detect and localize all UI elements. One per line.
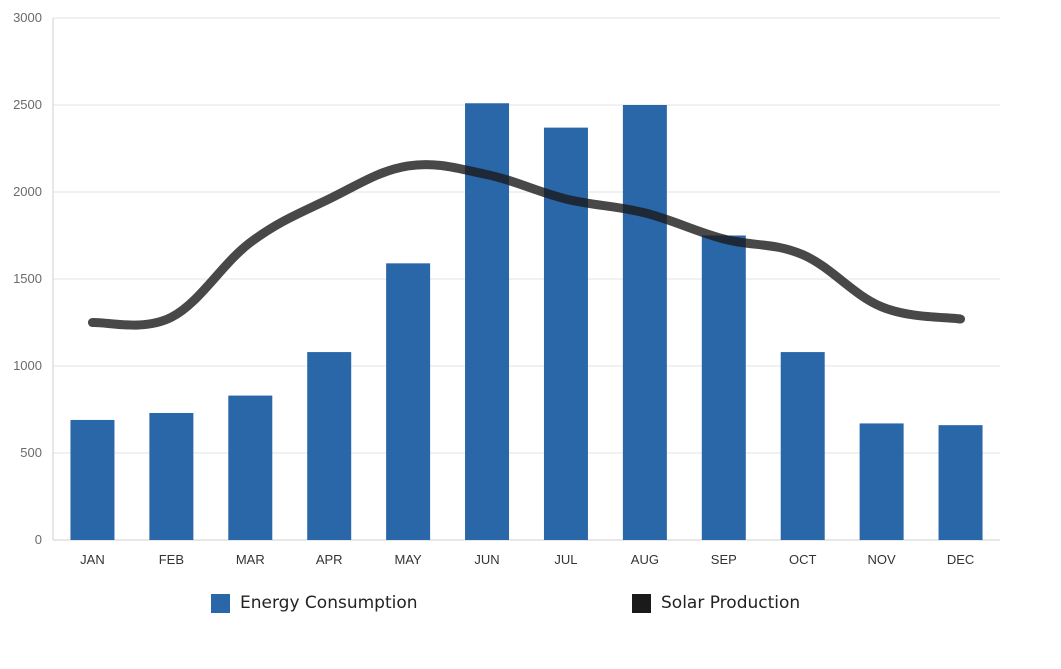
- y-tick-label: 0: [35, 532, 42, 547]
- y-tick-label: 500: [20, 445, 42, 460]
- legend-label-solar-production: Solar Production: [661, 593, 801, 613]
- legend-label-energy-consumption: Energy Consumption: [240, 593, 418, 613]
- bar-nov: [859, 423, 904, 540]
- x-tick-label: JAN: [80, 552, 105, 567]
- bar-series: [70, 103, 983, 541]
- bar-jul: [543, 127, 588, 541]
- x-tick-label: MAY: [395, 552, 423, 567]
- chart: 0 500 1000 1500 2000 2500 3000 JAN FEB MAR APR MAY…: [13, 10, 1000, 567]
- legend-swatch-solar-production: [632, 593, 651, 613]
- gridlines: [53, 17, 1000, 454]
- bar-apr: [307, 352, 352, 540]
- x-tick-label: FEB: [159, 552, 184, 567]
- legend-item-energy-consumption: Energy Consumption: [211, 590, 418, 616]
- line-series: [87, 160, 966, 330]
- y-tick-label: 2500: [13, 97, 42, 112]
- y-tick-label: 3000: [13, 10, 42, 25]
- solar-production-line: [87, 160, 966, 330]
- bar-aug: [622, 105, 667, 540]
- y-tick-label: 1500: [13, 271, 42, 286]
- bar-mar: [228, 395, 273, 540]
- bar-jan: [70, 419, 115, 540]
- y-tick-labels: 0 500 1000 1500 2000 2500 3000: [13, 10, 42, 547]
- legend: Energy Consumption Solar Production: [0, 590, 1061, 616]
- bar-sep: [701, 235, 746, 540]
- x-tick-label: AUG: [631, 552, 659, 567]
- x-tick-label: JUL: [554, 552, 577, 567]
- legend-item-solar-production: Solar Production: [632, 590, 800, 616]
- x-tick-label: OCT: [789, 552, 817, 567]
- x-tick-label: APR: [316, 552, 343, 567]
- bar-oct: [780, 352, 825, 540]
- x-tick-labels: JAN FEB MAR APR MAY JUN JUL AUG SEP OCT NOV DEC: [80, 552, 974, 567]
- x-tick-label: SEP: [711, 552, 737, 567]
- x-tick-label: MAR: [236, 552, 265, 567]
- legend-swatch-energy-consumption: [211, 593, 230, 613]
- y-tick-label: 1000: [13, 358, 42, 373]
- bar-dec: [938, 425, 983, 540]
- x-tick-label: NOV: [868, 552, 897, 567]
- x-tick-label: DEC: [947, 552, 974, 567]
- bar-feb: [149, 412, 194, 540]
- y-tick-label: 2000: [13, 184, 42, 199]
- axes: [52, 18, 1000, 541]
- bar-may: [386, 263, 431, 540]
- x-tick-label: JUN: [474, 552, 499, 567]
